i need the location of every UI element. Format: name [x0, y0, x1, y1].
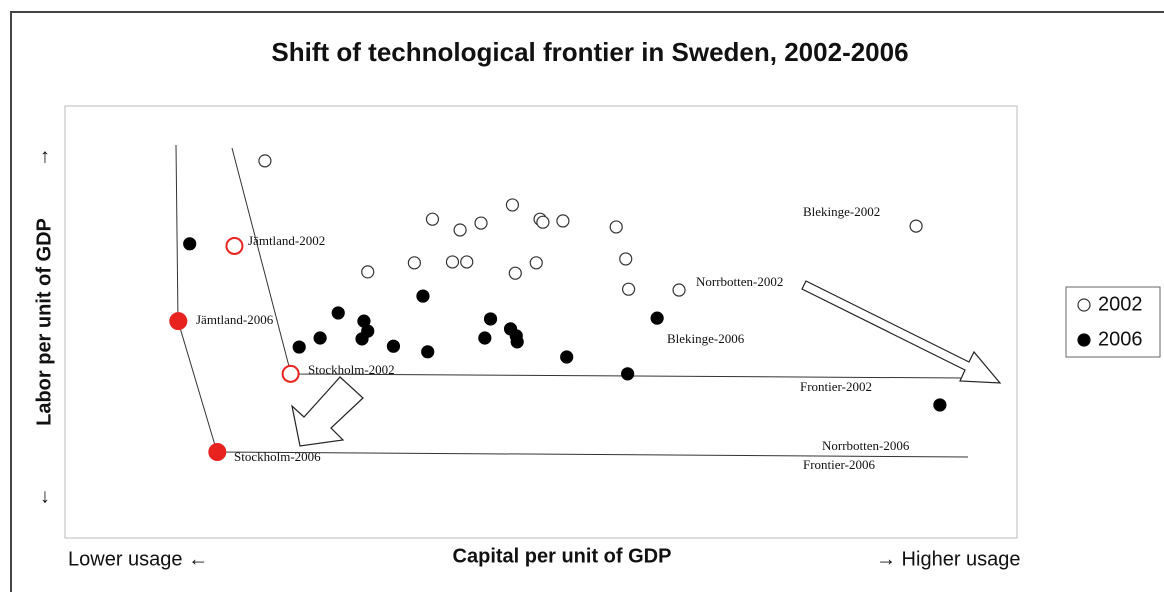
point	[505, 198, 520, 212]
point	[508, 266, 522, 280]
frontier-2002-line	[231, 147, 964, 379]
x-high-label: → Higher usage	[876, 548, 1021, 570]
y-axis-label: Labor per unit of GDP	[33, 218, 55, 426]
point	[169, 312, 188, 331]
annotation: Stockholm-2006	[234, 449, 321, 464]
point	[225, 236, 244, 255]
point	[421, 345, 435, 359]
annotation: Norrbotten-2006	[822, 438, 910, 453]
annotation: Blekinge-2002	[803, 204, 880, 219]
point	[619, 252, 633, 266]
point	[258, 154, 272, 168]
point	[529, 256, 543, 270]
point	[621, 282, 636, 296]
point	[510, 335, 524, 349]
point	[416, 289, 430, 303]
point	[556, 214, 570, 228]
point	[208, 443, 227, 462]
x-low-label: Lower usage ←	[68, 548, 208, 570]
point	[331, 306, 345, 320]
frame	[10, 11, 1164, 592]
point	[621, 367, 635, 381]
point	[292, 340, 306, 354]
legend-label: 2006	[1098, 328, 1143, 350]
chart-title: Shift of technological frontier in Swede…	[271, 37, 908, 67]
legend-marker	[1077, 298, 1091, 312]
point	[386, 339, 401, 353]
legend-label: 2002	[1098, 293, 1143, 315]
annotation: Frontier-2006	[803, 457, 875, 472]
point	[355, 332, 369, 346]
point	[313, 331, 327, 345]
point	[672, 283, 686, 297]
legend-marker	[1077, 333, 1091, 347]
point	[445, 255, 460, 269]
point	[460, 255, 474, 269]
shift-arrow	[291, 376, 364, 447]
y-low-arrow: ↓	[40, 485, 50, 507]
point	[281, 364, 300, 383]
annotation: Frontier-2002	[800, 379, 872, 394]
x-axis-label: Capital per unit of GDP	[453, 545, 672, 567]
annotation: Stockholm-2002	[308, 362, 395, 377]
point	[650, 311, 664, 325]
y-high-arrow: ↑	[40, 145, 50, 167]
point	[183, 237, 197, 251]
point	[478, 331, 492, 345]
annotation: Blekinge-2006	[667, 331, 745, 346]
frontier-2006-line	[175, 144, 969, 458]
plot-area	[64, 105, 1018, 539]
point	[361, 265, 375, 279]
annotation: Jämtland-2006	[196, 312, 274, 327]
point	[909, 219, 923, 233]
point	[933, 398, 947, 412]
point	[474, 216, 488, 230]
point	[425, 212, 440, 226]
annotation: Jämtland-2002	[248, 233, 325, 248]
shift-arrow	[801, 280, 1002, 384]
point	[483, 312, 498, 326]
annotation: Norrbotten-2002	[696, 274, 783, 289]
point	[407, 256, 421, 270]
point	[609, 220, 623, 234]
point	[560, 350, 574, 364]
point	[453, 223, 467, 237]
point	[536, 215, 550, 229]
